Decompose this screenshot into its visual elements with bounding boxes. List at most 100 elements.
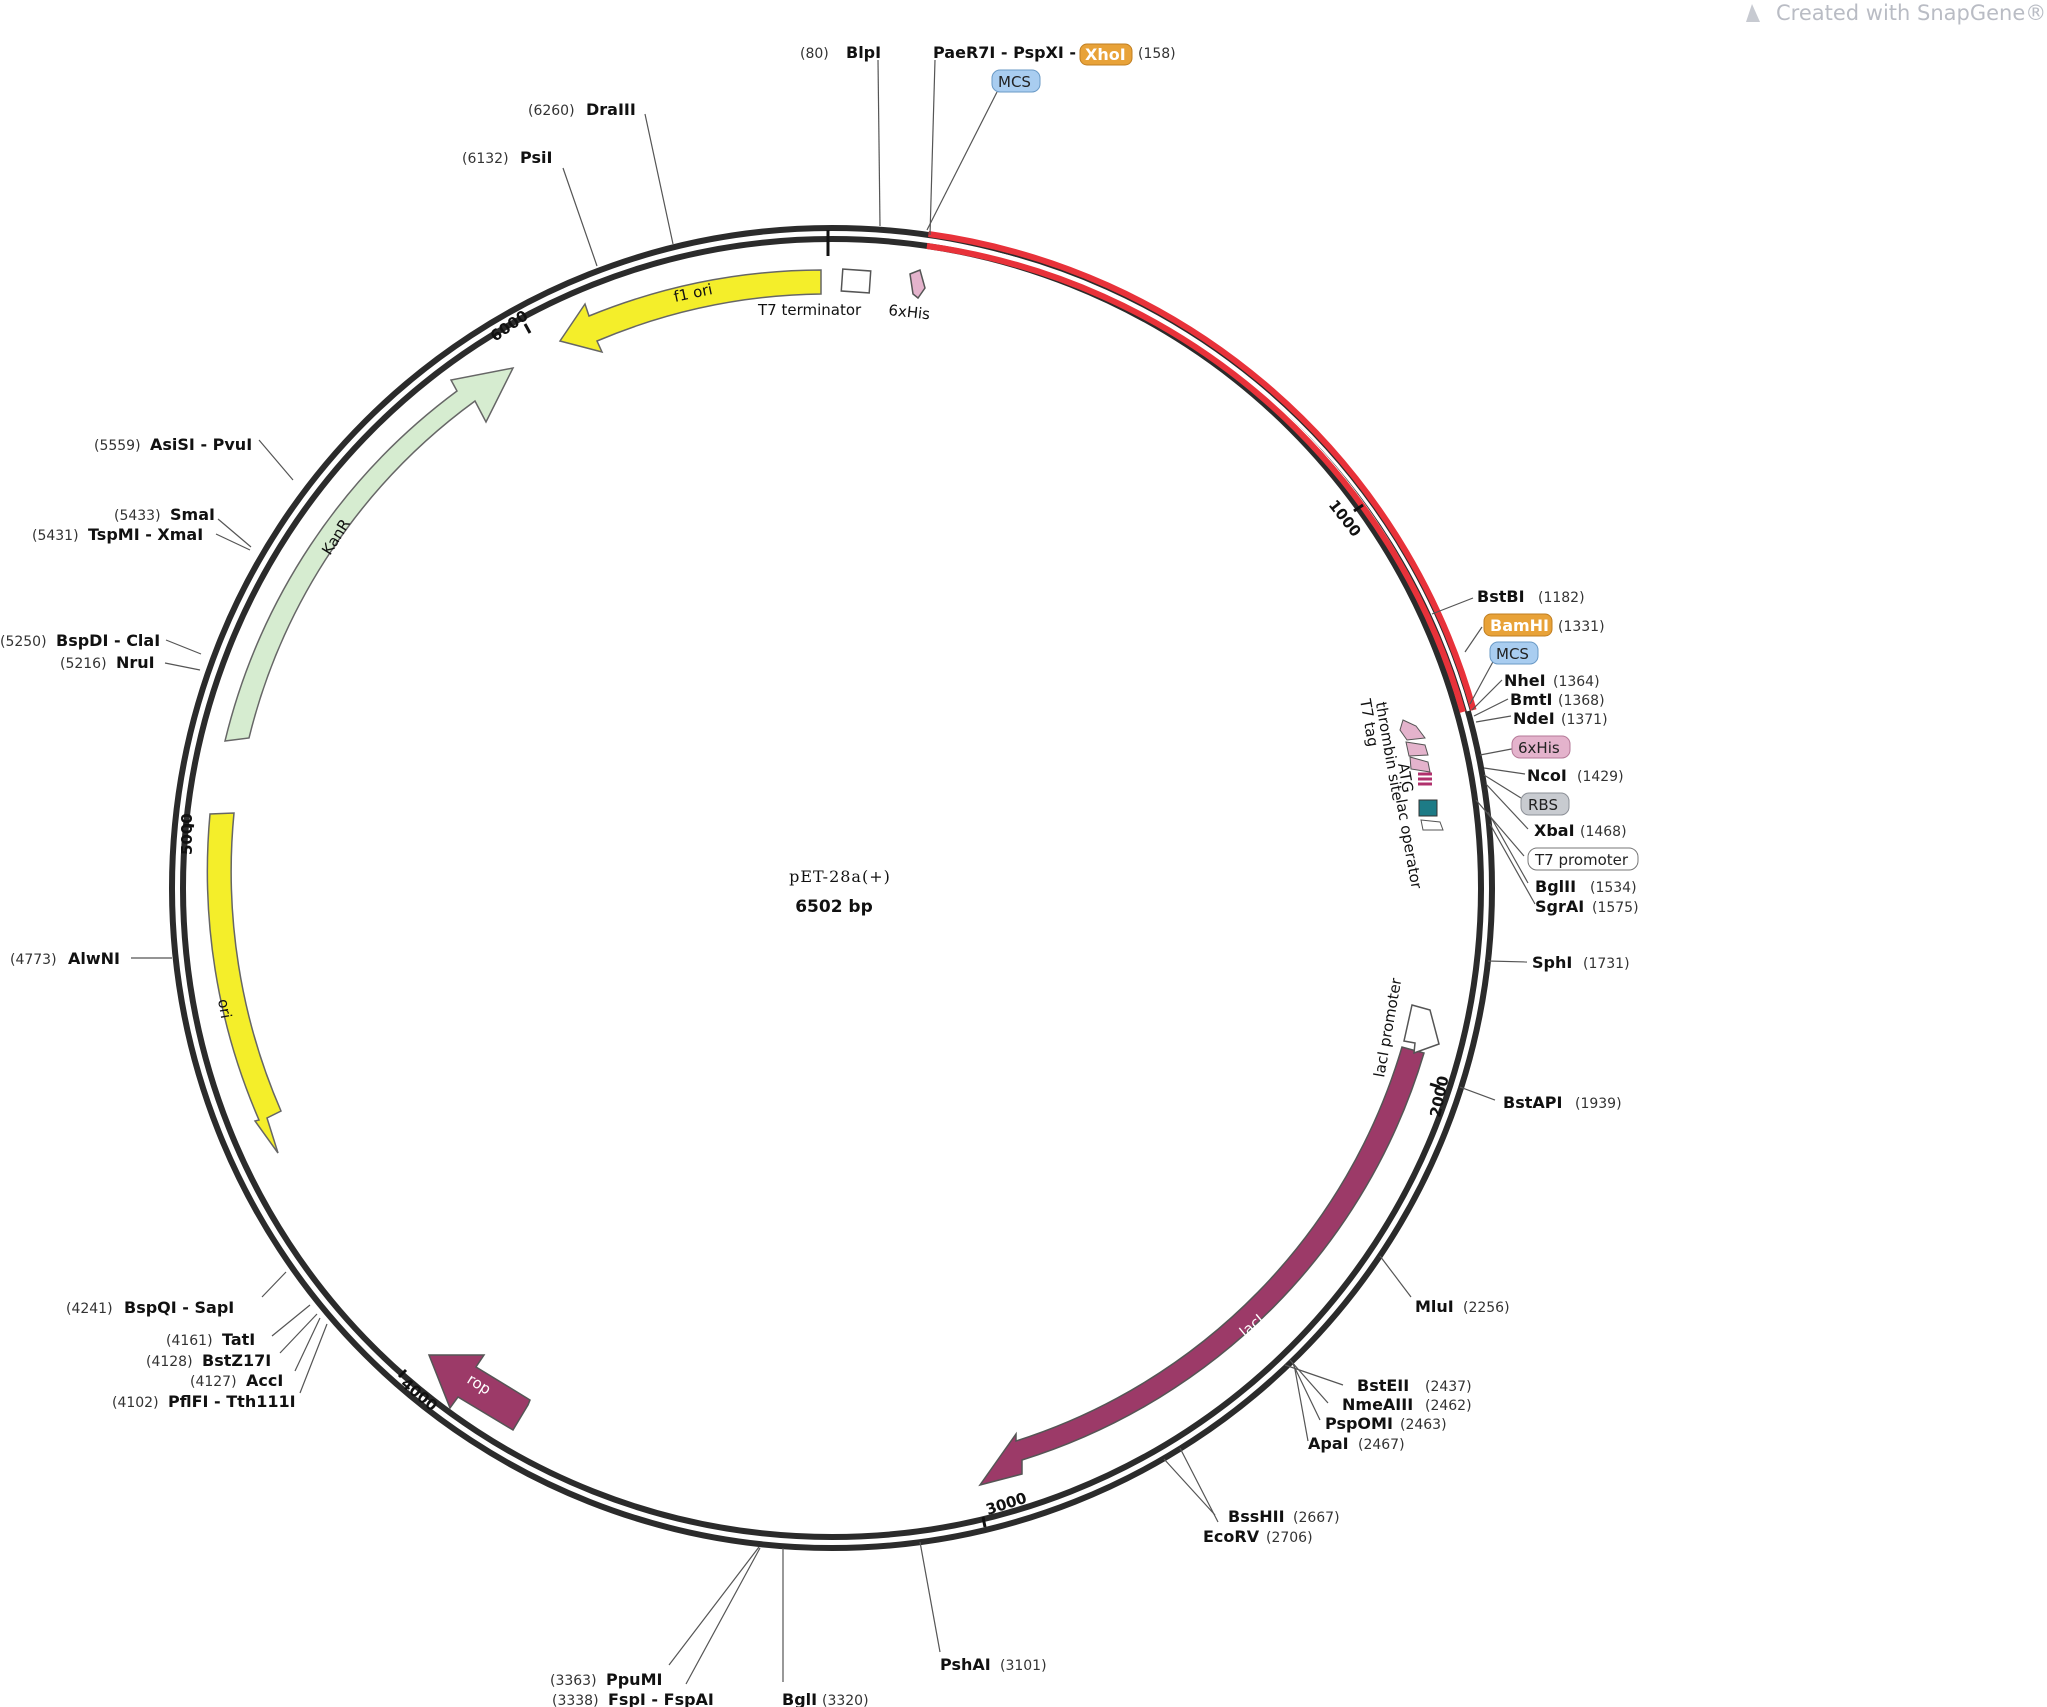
site-acci-pos: (4127): [190, 1374, 237, 1390]
site-bmti[interactable]: BmtI: [1510, 690, 1552, 709]
site-pspomi-pos: (2463): [1400, 1417, 1447, 1433]
f1-ori-arrow[interactable]: [558, 269, 822, 354]
rop-arrow[interactable]: [427, 1354, 531, 1432]
site-nrui[interactable]: NruI: [116, 653, 155, 672]
feature-arrows: f1 ori KanR ori lacI rop lacI promoter: [206, 269, 1440, 1487]
site-fspi-fspai[interactable]: FspI - FspAI: [608, 1690, 714, 1707]
plasmid-length: 6502 bp: [795, 897, 873, 917]
site-ecorv[interactable]: EcoRV: [1203, 1527, 1260, 1546]
site-pspomi[interactable]: PspOMI: [1325, 1414, 1393, 1433]
site-ecorv-pos: (2706): [1266, 1530, 1313, 1546]
t7-promoter-label[interactable]: T7 promoter: [1534, 851, 1629, 869]
site-xbai[interactable]: XbaI: [1534, 821, 1575, 840]
site-bspqi-pos: (4241): [66, 1301, 113, 1317]
site-bspqi-sapi[interactable]: BspQI - SapI: [124, 1298, 234, 1317]
his-right-label[interactable]: 6xHis: [1518, 739, 1560, 757]
site-apai[interactable]: ApaI: [1308, 1434, 1349, 1453]
his-top-marker[interactable]: [909, 268, 926, 300]
site-sgrai[interactable]: SgrAI: [1535, 897, 1584, 916]
site-xhoi[interactable]: XhoI: [1085, 45, 1126, 64]
site-bsshii[interactable]: BssHII: [1228, 1507, 1285, 1526]
site-bstbi[interactable]: BstBI: [1477, 587, 1525, 606]
rbs-label[interactable]: RBS: [1528, 796, 1558, 814]
site-tspmi-xmai[interactable]: TspMI - XmaI: [88, 525, 203, 544]
mcs-top-label[interactable]: MCS: [998, 73, 1031, 91]
site-draiii-pos: (6260): [528, 103, 575, 119]
site-bglii[interactable]: BglII: [1535, 877, 1576, 896]
snapgene-watermark: Created with SnapGene®: [1746, 1, 2046, 25]
xhoi-badge: [1079, 43, 1133, 66]
site-bamhi[interactable]: BamHI: [1490, 616, 1549, 635]
laci-promoter-arrow[interactable]: [1403, 1004, 1440, 1055]
backbone-ring: [169, 225, 1495, 1551]
site-tspmi-pos: (5431): [32, 528, 79, 544]
site-xbai-pos: (1468): [1580, 824, 1627, 840]
site-psii-pos: (6132): [462, 151, 509, 167]
t7-promoter-marker[interactable]: [1420, 819, 1444, 831]
leader-lines: [131, 59, 1536, 1685]
site-sphi[interactable]: SphI: [1532, 953, 1572, 972]
plasmid-name: pET-28a(+): [789, 867, 891, 886]
site-paer7i-pspxi[interactable]: PaeR7I - PspXI -: [933, 43, 1076, 62]
site-mlui-pos: (2256): [1463, 1300, 1510, 1316]
site-nhei[interactable]: NheI: [1504, 671, 1546, 690]
site-draiii[interactable]: DraIII: [586, 100, 636, 119]
mcs-right-badge: [1489, 641, 1539, 665]
his-cluster-marker[interactable]: [1409, 756, 1431, 773]
site-ndei[interactable]: NdeI: [1513, 709, 1555, 728]
tick-label-2000: 2000: [1426, 1074, 1452, 1119]
tick-label-4000: 4000: [397, 1374, 441, 1415]
site-ppumi[interactable]: PpuMI: [606, 1670, 662, 1689]
site-bgli[interactable]: BglI: [782, 1690, 817, 1707]
site-smai-pos: (5433): [114, 508, 161, 524]
mcs-right-label[interactable]: MCS: [1496, 645, 1529, 663]
ori-arrow[interactable]: [206, 812, 282, 1154]
t7-promoter-badge: [1527, 847, 1639, 871]
site-alwni-pos: (4773): [10, 952, 57, 968]
kanr-arrow[interactable]: [224, 366, 515, 742]
site-pshai[interactable]: PshAI: [940, 1655, 991, 1674]
site-ndei-pos: (1371): [1561, 712, 1608, 728]
site-nhei-pos: (1364): [1553, 674, 1600, 690]
site-sgrai-pos: (1575): [1592, 900, 1639, 916]
site-blpi[interactable]: BlpI: [846, 43, 881, 62]
his-right-badge: [1511, 735, 1571, 759]
site-fspi-pos: (3338): [552, 1693, 599, 1707]
watermark-text: Created with SnapGene®: [1776, 1, 2046, 25]
site-asisi-pvui[interactable]: AsiSI - PvuI: [150, 435, 252, 454]
his-top-label: 6xHis: [888, 301, 932, 323]
site-bamhi-pos: (1331): [1558, 619, 1605, 635]
site-mlui[interactable]: MluI: [1415, 1297, 1454, 1316]
site-acci[interactable]: AccI: [246, 1371, 283, 1390]
site-nmeaiii-pos: (2462): [1425, 1398, 1472, 1414]
site-bsshii-pos: (2667): [1293, 1510, 1340, 1526]
site-bsteii[interactable]: BstEII: [1357, 1376, 1409, 1395]
site-smai[interactable]: SmaI: [170, 505, 215, 524]
site-bstapi[interactable]: BstAPI: [1503, 1093, 1562, 1112]
t7-terminator-label: T7 terminator: [757, 301, 862, 319]
site-tati[interactable]: TatI: [222, 1330, 255, 1349]
t7-tag-marker[interactable]: [1399, 719, 1426, 741]
site-alwni[interactable]: AlwNI: [68, 949, 120, 968]
insert-region: [926, 231, 1477, 713]
site-xhoi-pos: (158): [1138, 46, 1176, 62]
snapgene-logo-icon: [1746, 4, 1760, 22]
site-bspdi-clai[interactable]: BspDI - ClaI: [56, 631, 160, 650]
lac-operator-marker[interactable]: [1418, 799, 1438, 817]
site-ncoi[interactable]: NcoI: [1527, 766, 1567, 785]
site-nmeaiii[interactable]: NmeAIII: [1342, 1395, 1413, 1414]
thrombin-marker[interactable]: [1405, 741, 1429, 757]
site-psii[interactable]: PsiI: [520, 148, 552, 167]
site-bspdi-pos: (5250): [0, 634, 47, 650]
atg-label: ATG: [1394, 762, 1417, 795]
t7-terminator-box[interactable]: [840, 268, 872, 294]
site-ppumi-pos: (3363): [550, 1673, 597, 1689]
site-asisi-pos: (5559): [94, 438, 141, 454]
site-bstz17i-pos: (4128): [146, 1354, 193, 1370]
laci-body: [978, 1046, 1425, 1487]
site-bstz17i[interactable]: BstZ17I: [202, 1351, 271, 1370]
site-bglii-pos: (1534): [1590, 880, 1637, 896]
site-pflfi-tth111i[interactable]: PflFI - Tth111I: [168, 1392, 296, 1411]
site-bstapi-pos: (1939): [1575, 1096, 1622, 1112]
site-blpi-pos: (80): [800, 46, 829, 62]
